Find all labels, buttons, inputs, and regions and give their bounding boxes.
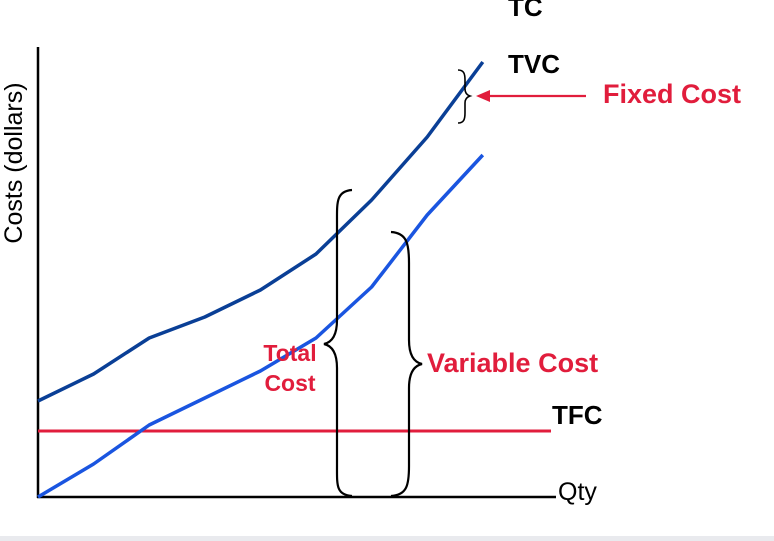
variable-cost-brace <box>390 230 423 498</box>
tvc-series-label: TVC <box>508 49 560 79</box>
y-axis-label: Costs (dollars) <box>0 82 28 243</box>
fixed-cost-label: Fixed Cost <box>603 79 741 109</box>
tvc-line <box>37 153 485 499</box>
total-cost-brace <box>323 188 353 498</box>
total-cost-label-line1: Total <box>263 340 316 366</box>
fixed-cost-brace <box>457 69 473 124</box>
fixed-cost-arrowhead <box>476 90 490 102</box>
tc-series-label: TC <box>508 0 543 22</box>
tfc-series-label: TFC <box>552 400 603 430</box>
variable-cost-label: Variable Cost <box>427 348 598 378</box>
bottom-strip <box>0 536 774 541</box>
tc-line <box>37 60 485 403</box>
total-cost-label-line2: Cost <box>264 370 315 396</box>
x-axis-label: Qty <box>558 478 597 506</box>
